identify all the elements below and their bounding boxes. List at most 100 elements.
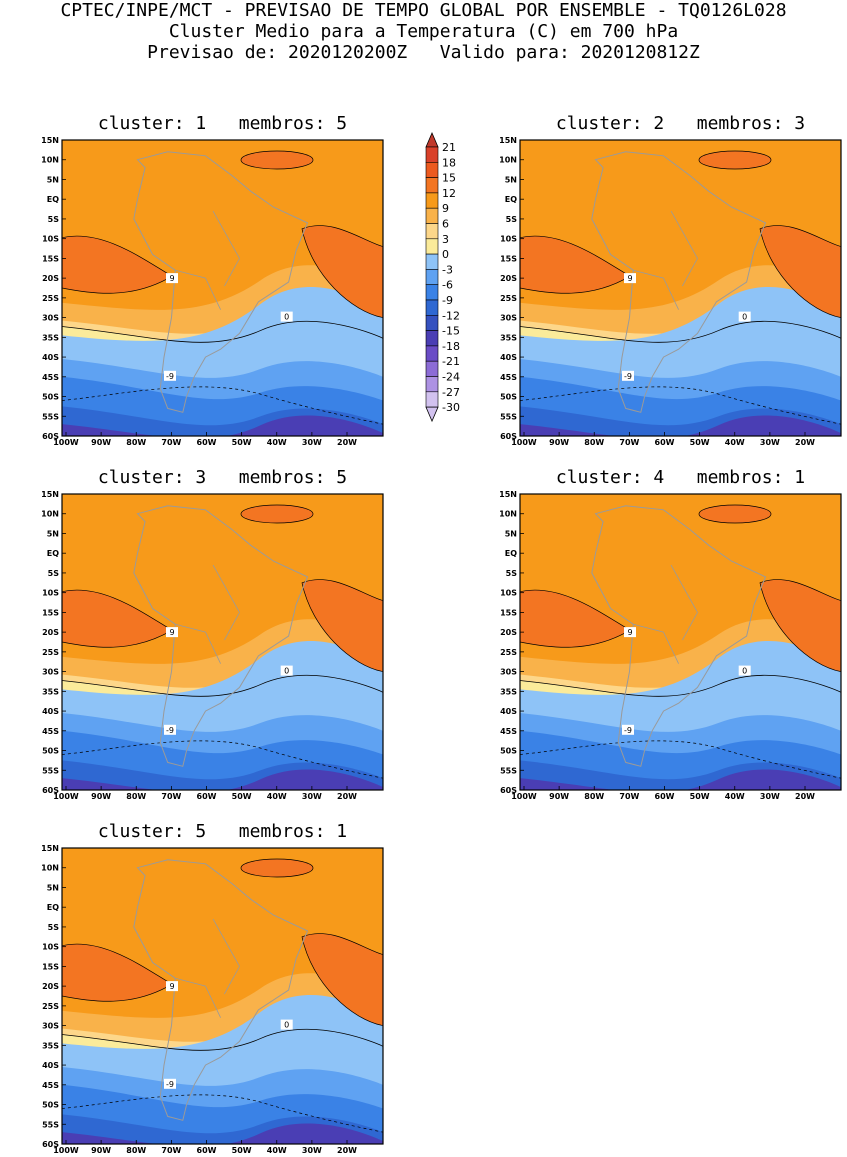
lat-tick-label: 10N <box>499 510 517 519</box>
lat-tick-label: 5S <box>48 215 60 224</box>
lon-tick-label: 70W <box>161 438 181 447</box>
warm-contour-north <box>698 504 772 524</box>
lat-tick-label: 10N <box>41 864 59 873</box>
temperature-band-pu <box>62 769 383 790</box>
lat-tick-label: 10S <box>42 589 59 598</box>
lat-tick-label: 60S <box>42 432 59 441</box>
colorbar-swatch <box>425 238 439 255</box>
cold-contour-label: -9 <box>166 726 174 735</box>
cold-contour-line <box>62 740 383 779</box>
colorbar-level-label: -9 <box>442 294 453 307</box>
cold-contour-label-box <box>164 370 176 381</box>
lon-tick-label: 70W <box>161 792 181 801</box>
cold-contour-label: -9 <box>166 372 174 381</box>
colorbar-swatch <box>425 391 439 408</box>
map-panel-2: 9 0 -9 15N 10N 5N EQ 5S 10S 15S 20S 25S 30S 35S 40S 45S… <box>499 136 842 447</box>
warm-contour-north <box>240 858 314 878</box>
continent-outline <box>591 505 767 767</box>
lat-tick-label: 5S <box>48 923 60 932</box>
lon-tick-label: 70W <box>619 438 639 447</box>
lon-tick-label: 50W <box>690 792 710 801</box>
lon-tick-label: 100W <box>53 438 79 447</box>
colorbar-min-triangle <box>425 406 439 423</box>
lat-tick-label: 45S <box>42 727 59 736</box>
lat-tick-label: 25S <box>42 648 59 657</box>
zero-contour-line <box>62 321 383 343</box>
colorbar-level-label: -21 <box>442 355 460 368</box>
temperature-band-pu <box>520 769 841 790</box>
lat-tick-label: 15N <box>41 844 59 853</box>
lat-tick-label: 60S <box>500 432 517 441</box>
lat-tick-label: 10S <box>500 589 517 598</box>
cold-contour-line <box>62 386 383 425</box>
lat-tick-label: 20S <box>500 274 517 283</box>
lat-tick-label: EQ <box>47 903 59 912</box>
lon-tick-label: 40W <box>725 792 745 801</box>
lat-tick-label: 40S <box>42 707 59 716</box>
zero-contour-label-box <box>738 665 751 676</box>
lon-tick-label: 60W <box>197 792 217 801</box>
warm-contour-label: 9 <box>169 628 174 637</box>
colorbar-level-label: -12 <box>442 309 460 322</box>
colorbar-level-label: -30 <box>442 401 460 414</box>
country-borders <box>175 564 240 664</box>
lon-tick-label: 50W <box>232 1146 252 1155</box>
warm-contour-label: 9 <box>627 274 632 283</box>
lat-tick-label: 30S <box>42 668 59 677</box>
lat-tick-label: 25S <box>42 1002 59 1011</box>
lat-tick-label: 15N <box>499 136 517 145</box>
lat-tick-label: 25S <box>500 294 517 303</box>
warm-contour-label-box <box>624 627 636 638</box>
lat-tick-label: 55S <box>500 412 517 421</box>
cold-contour-label-box <box>622 370 634 381</box>
lat-tick-label: 25S <box>42 294 59 303</box>
lon-tick-label: 30W <box>302 1146 322 1155</box>
zero-contour-label: 0 <box>742 667 747 676</box>
lat-tick-label: 45S <box>42 1081 59 1090</box>
lat-tick-label: 45S <box>42 373 59 382</box>
lon-tick-label: 100W <box>511 792 537 801</box>
map-frame <box>519 139 842 437</box>
zero-contour-label: 0 <box>742 313 747 322</box>
colorbar-level-label: 15 <box>442 172 456 185</box>
lon-tick-label: 30W <box>302 792 322 801</box>
zero-contour-label: 0 <box>284 1021 289 1030</box>
lat-tick-label: 55S <box>42 766 59 775</box>
lon-tick-label: 50W <box>232 438 252 447</box>
zero-contour-label-box <box>738 311 751 322</box>
warm-contour-north <box>240 150 314 170</box>
colorbar-level-label: -18 <box>442 340 460 353</box>
lon-tick-label: 100W <box>511 438 537 447</box>
lat-tick-label: 10S <box>42 235 59 244</box>
lon-tick-label: 80W <box>584 438 604 447</box>
lat-tick-label: 10S <box>42 943 59 952</box>
lat-tick-label: 10N <box>41 156 59 165</box>
lon-tick-label: 80W <box>126 792 146 801</box>
lat-tick-label: 35S <box>500 687 517 696</box>
lat-tick-label: 40S <box>42 353 59 362</box>
lat-tick-label: 15N <box>41 136 59 145</box>
lat-tick-label: 20S <box>42 982 59 991</box>
colorbar-swatch <box>425 207 439 224</box>
lon-tick-label: 70W <box>619 792 639 801</box>
lat-tick-label: 50S <box>42 1101 59 1110</box>
lat-tick-label: 15S <box>42 608 59 617</box>
country-borders <box>633 210 698 310</box>
colorbar-level-label: -6 <box>442 279 453 292</box>
map-frame <box>61 493 384 791</box>
lat-tick-label: 50S <box>42 393 59 402</box>
lat-tick-label: 40S <box>42 1061 59 1070</box>
colorbar-level-label: -3 <box>442 263 453 276</box>
zero-contour-line <box>520 321 841 343</box>
lat-tick-label: 5N <box>505 175 517 184</box>
panel-3-title: cluster: 3 membros: 5 <box>97 467 348 488</box>
zero-contour-line <box>62 675 383 697</box>
colorbar-level-label: 18 <box>442 156 456 169</box>
lat-tick-label: 5N <box>47 529 59 538</box>
lat-tick-label: 15N <box>41 490 59 499</box>
cold-contour-line <box>520 740 841 779</box>
lat-tick-label: 35S <box>42 333 59 342</box>
lat-tick-label: 30S <box>42 314 59 323</box>
warm-contour-label: 9 <box>169 274 174 283</box>
map-panel-3: 9 0 -9 15N 10N 5N EQ 5S 10S 15S 20S 25S 30S 35S 40S 45S… <box>41 490 384 801</box>
